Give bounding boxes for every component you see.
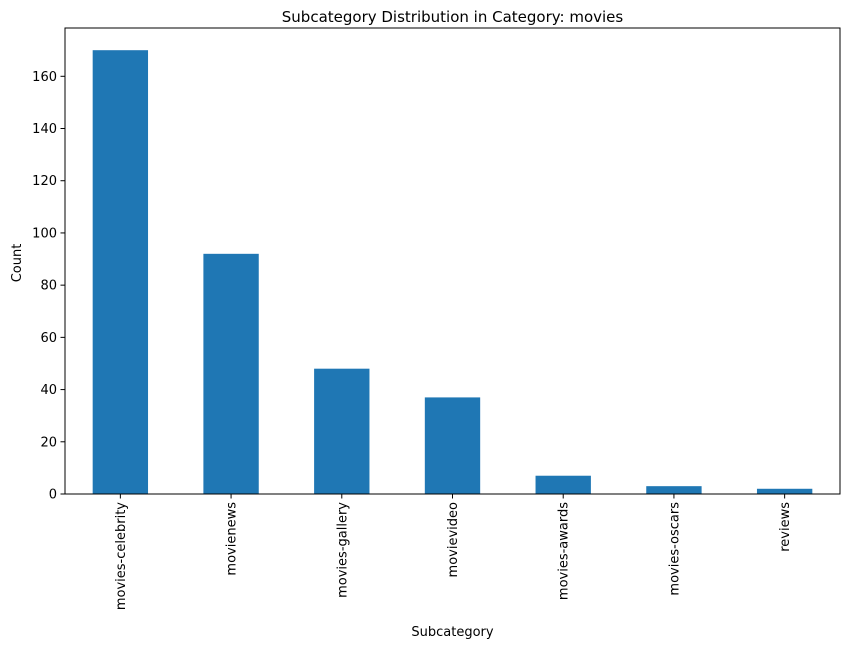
bar-movies-gallery: [314, 368, 370, 494]
x-tick-label: reviews: [778, 502, 793, 552]
axes-frame: [64, 27, 841, 495]
bar-movievideo: [424, 397, 481, 494]
y-tick-label: 140: [32, 122, 57, 137]
y-tick-label: 100: [32, 226, 57, 241]
x-tick-label: movies-awards: [557, 502, 572, 600]
y-tick-label: 160: [32, 70, 57, 85]
x-tick-label: movies-celebrity: [114, 502, 129, 610]
y-tick-label: 20: [40, 435, 57, 450]
x-tick-label: movievideo: [446, 502, 461, 577]
y-tick-label: 0: [49, 488, 57, 503]
y-tick-label: 60: [40, 331, 57, 346]
bar-movies-oscars: [646, 486, 702, 494]
bar-movies-celebrity: [92, 50, 149, 494]
y-axis-label: Count: [10, 244, 25, 283]
x-tick-label: movienews: [225, 502, 240, 576]
y-tick-label: 80: [40, 279, 57, 294]
plot-area: 0 20 40 60 80 100 120 140 160 movies-celebrity mov…: [32, 27, 841, 610]
y-tick-label: 120: [32, 174, 57, 189]
chart-title: Subcategory Distribution in Category: mo…: [282, 8, 624, 26]
bar-movies-awards: [535, 475, 591, 494]
x-tick-label: movies-gallery: [335, 502, 350, 598]
x-axis-label: Subcategory: [411, 625, 494, 640]
bar-movienews: [203, 253, 259, 494]
x-tick-label: movies-oscars: [667, 502, 682, 596]
y-tick-label: 40: [40, 383, 57, 398]
bar-reviews: [756, 488, 813, 494]
